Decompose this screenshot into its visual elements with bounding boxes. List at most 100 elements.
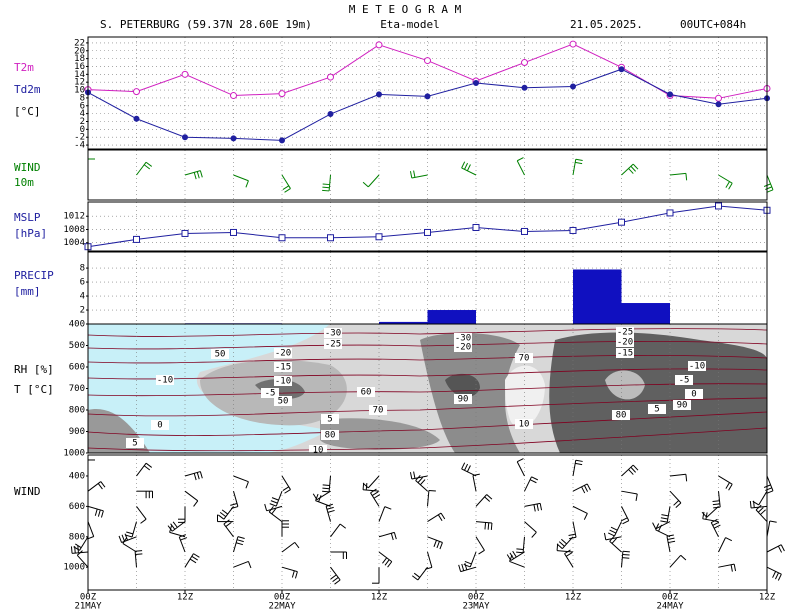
unit-label: [°C] xyxy=(14,105,41,118)
wind-barb xyxy=(378,531,395,538)
wind-barb-feather xyxy=(765,487,772,491)
wind-barb-feather xyxy=(464,560,472,565)
wind-barb-feather xyxy=(384,559,390,566)
wind-barb xyxy=(469,551,477,568)
contour-label-bg xyxy=(357,387,375,397)
wind-barb-feather xyxy=(484,522,487,530)
marker xyxy=(569,226,577,234)
contour-label-bg xyxy=(454,333,472,343)
contour-label: -25 xyxy=(325,340,341,350)
y-tick-label: 8 xyxy=(80,93,85,103)
wind-barb xyxy=(509,560,525,568)
wind-barb xyxy=(184,553,194,568)
y-tick-label: 1012 xyxy=(63,212,85,222)
y-tick-label: 400 xyxy=(69,320,85,330)
wind-barb-feather xyxy=(371,491,379,496)
wind-barb-feather xyxy=(628,168,634,174)
wind-barb-feather xyxy=(247,561,252,569)
wind-barb-feather xyxy=(461,563,465,571)
contour-label-bg xyxy=(673,400,691,410)
wind-barb-feather xyxy=(490,522,493,530)
wind-barb-feather xyxy=(172,521,178,528)
wind-barb-feather xyxy=(322,490,330,493)
station: S. PETERBURG (59.37N 28.60E 19m) xyxy=(100,18,312,31)
marker xyxy=(569,40,577,48)
wind-barb-feather xyxy=(125,534,133,538)
wind-barb-feather xyxy=(583,485,589,492)
wind-barb-feather xyxy=(393,532,397,540)
wind-barb-feather xyxy=(322,186,330,189)
wind-barb xyxy=(669,490,682,504)
marker xyxy=(472,223,480,231)
wind-barb-feather xyxy=(512,550,517,558)
contour-label: 60 xyxy=(361,388,372,398)
wind-barb xyxy=(417,566,428,581)
marker xyxy=(279,137,285,144)
marker xyxy=(133,88,140,96)
wind-barb-feather xyxy=(433,540,437,547)
wind-barb-feather xyxy=(122,537,128,544)
wind-barb-feather xyxy=(564,549,571,555)
wind-barb-feather xyxy=(620,517,628,522)
wind-barb-feather xyxy=(440,512,446,520)
wind-barb-feather xyxy=(237,536,245,540)
wind-barb xyxy=(281,566,298,573)
wind-barb xyxy=(367,174,380,188)
contour-label-bg xyxy=(612,410,630,420)
wind-barb xyxy=(184,471,201,477)
marker xyxy=(375,41,383,49)
wind-barb-feather xyxy=(269,503,277,507)
contour-label-bg xyxy=(274,348,292,358)
wind-barb-feather xyxy=(126,531,134,535)
wind-barb-feather xyxy=(191,555,198,561)
wind-barb xyxy=(281,475,291,490)
wind-barb-feather xyxy=(196,171,200,179)
panel-frame xyxy=(87,454,768,591)
contour-label-bg xyxy=(274,396,292,406)
marker xyxy=(230,228,237,236)
marker xyxy=(424,93,431,100)
wind-barb-feather xyxy=(365,483,368,491)
wind-barb xyxy=(472,475,477,492)
wind-barb-feather xyxy=(630,466,637,473)
wind-barb-feather xyxy=(413,471,416,479)
wind-barb xyxy=(758,490,768,506)
wind-barb-feather xyxy=(655,523,660,530)
contour-label: -15 xyxy=(275,363,291,373)
wind-barb-feather xyxy=(223,519,230,525)
wind-barb-feather xyxy=(765,186,772,190)
x-tick-label: 00Z xyxy=(274,593,291,603)
y-tick-label: 800 xyxy=(69,532,85,542)
wind-barb xyxy=(621,551,624,568)
wind-barb-feather xyxy=(622,553,630,556)
wind-barb-feather xyxy=(326,506,334,510)
wind-barb-feather xyxy=(772,571,777,578)
wind-barb xyxy=(461,167,477,176)
wind-barb-feather xyxy=(384,506,392,510)
wind-barb-feather xyxy=(533,504,536,512)
wind-barb-feather xyxy=(271,507,277,515)
marker xyxy=(570,83,576,90)
y-tick-label: 14 xyxy=(74,70,85,80)
wind-barb xyxy=(655,521,671,530)
wind-barb xyxy=(621,506,630,521)
panel-frame xyxy=(87,149,768,201)
panel-label: MSLP xyxy=(14,211,41,224)
contour-label-bg xyxy=(454,394,472,404)
wind-barb-feather xyxy=(628,469,634,475)
x-date-label: 22MAY xyxy=(268,602,296,612)
wind-barb-feather xyxy=(685,474,688,482)
x-tick-label: 12Z xyxy=(371,593,388,603)
wind-barb-feather xyxy=(581,486,586,494)
y-tick-label: 6 xyxy=(80,278,85,288)
x-tick-label: 12Z xyxy=(759,593,776,603)
wind-barb-feather xyxy=(264,503,268,511)
wind-barb-feather xyxy=(100,510,104,518)
panel-frame xyxy=(87,36,768,150)
wind-barb-feather xyxy=(77,545,79,553)
wind-barb-feather xyxy=(705,512,708,520)
y-tick-label: 700 xyxy=(69,384,85,394)
wind-barb-feather xyxy=(702,511,705,519)
wind-barb-feather xyxy=(135,550,143,552)
wind-barb xyxy=(669,172,686,176)
